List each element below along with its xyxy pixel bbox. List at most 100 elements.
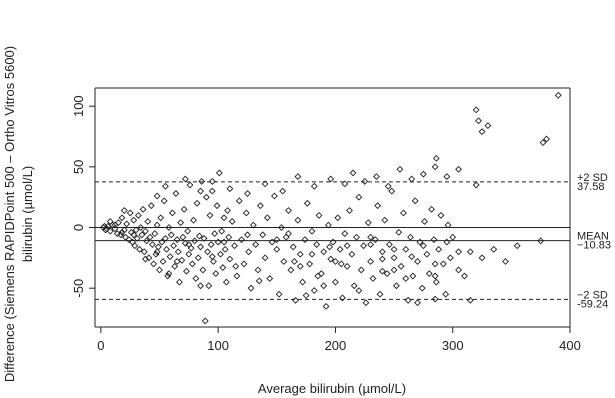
data-point <box>156 266 163 274</box>
data-point <box>200 235 208 242</box>
data-point <box>180 205 188 213</box>
data-point <box>449 233 457 241</box>
data-point <box>211 230 219 238</box>
data-point <box>310 287 318 295</box>
data-point <box>431 295 439 303</box>
x-ticks: 0 100 200 300 400 <box>97 327 581 353</box>
data-point <box>431 272 439 280</box>
data-point <box>302 292 310 299</box>
data-point <box>419 170 427 178</box>
x-tick-label: 300 <box>442 338 464 353</box>
data-point <box>472 106 480 114</box>
data-point <box>198 177 206 185</box>
data-point <box>137 224 145 231</box>
data-point <box>194 254 202 262</box>
data-point <box>115 219 122 227</box>
data-point <box>106 218 114 225</box>
data-point <box>369 275 377 282</box>
data-point <box>543 135 550 143</box>
data-point <box>355 287 363 295</box>
data-point <box>290 258 298 265</box>
data-point <box>367 258 375 265</box>
data-point <box>339 294 346 302</box>
data-point <box>322 302 330 310</box>
x-tick-label: 100 <box>207 338 229 353</box>
x-axis-label: Average bilirubin (µmol/L) <box>258 381 406 396</box>
data-point <box>179 233 187 241</box>
data-point <box>390 266 398 274</box>
y-tick-label: 100 <box>71 95 86 117</box>
data-point <box>395 228 403 236</box>
data-point <box>130 231 138 239</box>
data-point <box>226 185 234 193</box>
data-point <box>337 260 345 268</box>
data-point <box>431 260 439 268</box>
data-point <box>273 236 281 244</box>
data-point <box>349 169 357 177</box>
data-point <box>478 128 486 136</box>
data-point <box>208 253 216 261</box>
data-point <box>181 175 189 183</box>
data-point <box>193 199 201 207</box>
data-point <box>374 202 382 210</box>
data-point <box>187 244 195 252</box>
data-point <box>443 173 451 180</box>
data-point <box>118 228 126 236</box>
data-point <box>149 241 156 248</box>
data-point <box>153 248 161 256</box>
data-point <box>255 277 263 285</box>
data-point <box>190 216 197 224</box>
data-point <box>131 242 139 250</box>
data-point <box>240 260 248 268</box>
data-point <box>357 266 365 274</box>
data-point <box>197 243 204 251</box>
data-point <box>171 262 179 270</box>
data-point <box>306 260 314 268</box>
data-point <box>220 214 228 222</box>
data-point <box>219 264 227 271</box>
data-point <box>247 284 255 292</box>
data-point <box>125 236 133 244</box>
data-point <box>210 258 217 265</box>
data-point <box>537 237 545 245</box>
data-point <box>343 242 351 250</box>
data-point <box>129 238 136 246</box>
data-points <box>99 91 562 325</box>
data-point <box>362 299 370 307</box>
data-point <box>439 260 447 268</box>
data-point <box>385 241 393 248</box>
data-point <box>238 236 246 244</box>
data-point <box>396 165 404 173</box>
data-point <box>444 221 452 229</box>
data-point <box>208 187 216 195</box>
data-point <box>455 165 463 173</box>
data-point <box>367 241 375 248</box>
data-point <box>327 255 335 263</box>
data-point <box>416 238 424 246</box>
data-point <box>202 193 210 201</box>
data-point <box>185 250 193 258</box>
data-point <box>432 278 440 286</box>
data-point <box>145 254 153 262</box>
y-ticks: -50 0 50 100 <box>71 95 95 298</box>
data-point <box>367 233 375 241</box>
data-point <box>388 187 396 195</box>
data-point <box>195 232 203 240</box>
data-point <box>490 245 498 253</box>
data-point <box>165 270 173 278</box>
y-tick-label: 50 <box>71 160 86 174</box>
data-point <box>350 282 358 290</box>
data-point <box>188 260 196 268</box>
data-point <box>141 227 149 235</box>
data-point <box>407 233 414 241</box>
data-point <box>334 214 342 222</box>
data-point <box>136 245 144 253</box>
data-point <box>144 218 152 225</box>
data-point <box>384 182 392 190</box>
data-point <box>472 181 480 189</box>
data-point <box>249 221 257 229</box>
data-point <box>217 250 224 258</box>
data-point <box>173 258 181 265</box>
data-point <box>100 222 108 230</box>
data-point <box>484 122 492 130</box>
